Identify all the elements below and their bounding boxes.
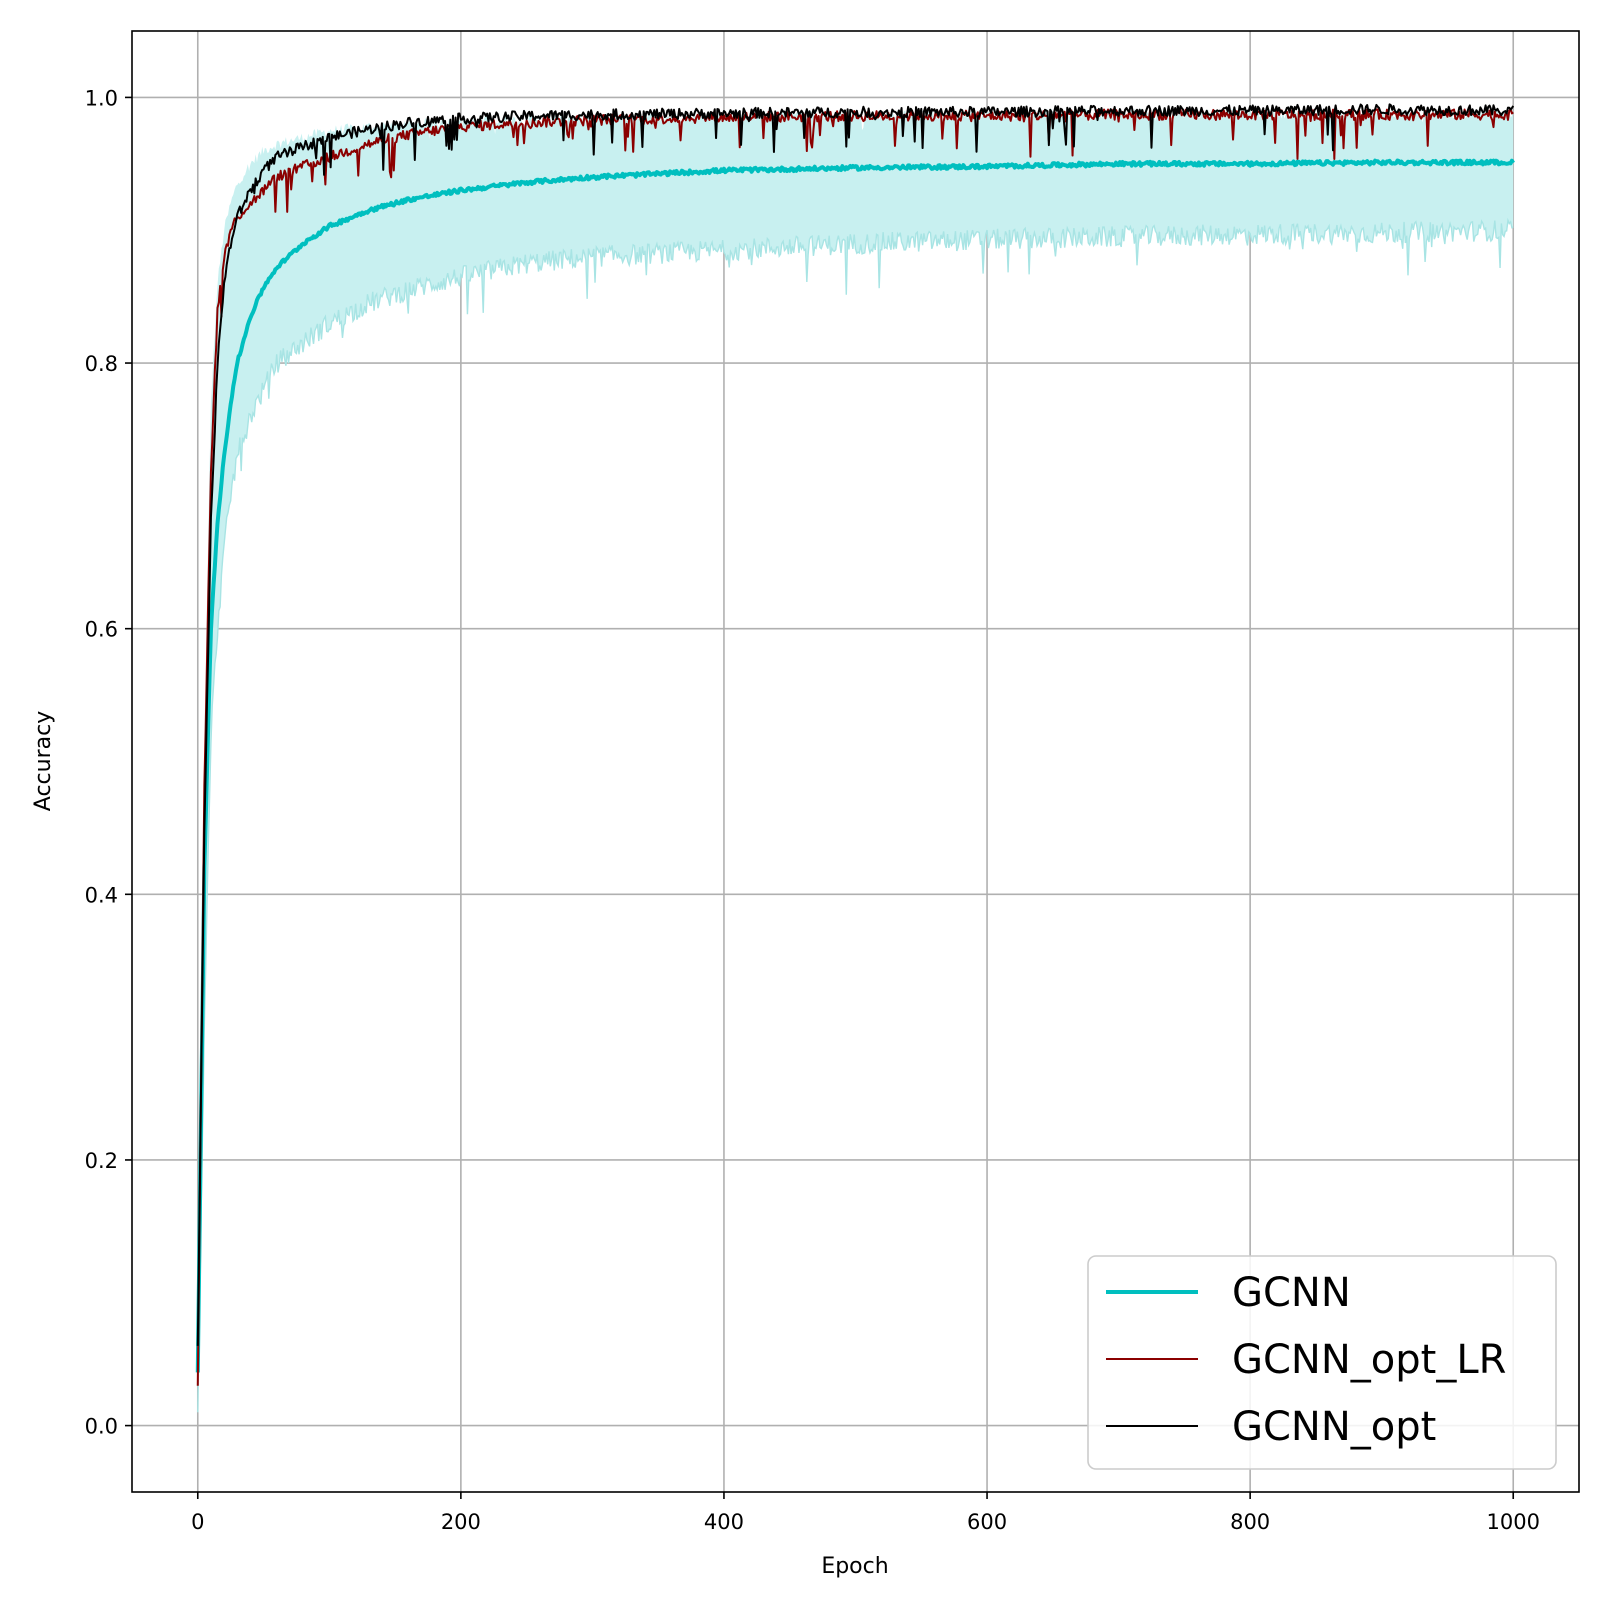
legend-label-gcnn-opt: GCNN_opt	[1232, 1404, 1436, 1450]
axis-ticks: 0 200 400 600 800 1000 0.0 0.2 0.4 0.6 0.8 1.0	[85, 86, 1540, 1534]
gcnn-band-lower-edge	[197, 217, 1514, 1413]
series-line-gcnn	[195, 158, 1515, 1373]
x-tick-label: 600	[967, 1510, 1007, 1534]
grid	[132, 31, 1579, 1492]
y-tick-label: 0.2	[85, 1149, 118, 1173]
series-line-gcnn-opt	[196, 103, 1515, 1346]
y-tick-label: 0.0	[85, 1415, 118, 1439]
x-axis-label: Epoch	[821, 1554, 888, 1579]
x-tick-label: 1000	[1487, 1510, 1540, 1534]
gcnn-band-fill	[197, 108, 1514, 1413]
plot-frame	[131, 30, 1580, 1493]
y-axis-label: Accuracy	[31, 711, 56, 811]
x-tick-label: 400	[704, 1510, 744, 1534]
x-tick-label: 0	[191, 1510, 204, 1534]
series-lines	[195, 103, 1515, 1386]
legend-box	[1087, 1255, 1557, 1470]
y-tick-label: 1.0	[85, 86, 118, 110]
y-tick-label: 0.8	[85, 352, 118, 376]
x-tick-label: 200	[441, 1510, 481, 1534]
legend: GCNN GCNN_opt_LR GCNN_opt	[1087, 1255, 1557, 1470]
plot-area	[195, 103, 1515, 1413]
legend-label-gcnn-opt-lr: GCNN_opt_LR	[1232, 1337, 1506, 1383]
x-tick-label: 800	[1230, 1510, 1270, 1534]
gcnn-range-band	[197, 108, 1514, 1413]
legend-label-gcnn: GCNN	[1232, 1270, 1351, 1316]
y-tick-label: 0.6	[85, 618, 118, 642]
y-tick-label: 0.4	[85, 883, 118, 907]
